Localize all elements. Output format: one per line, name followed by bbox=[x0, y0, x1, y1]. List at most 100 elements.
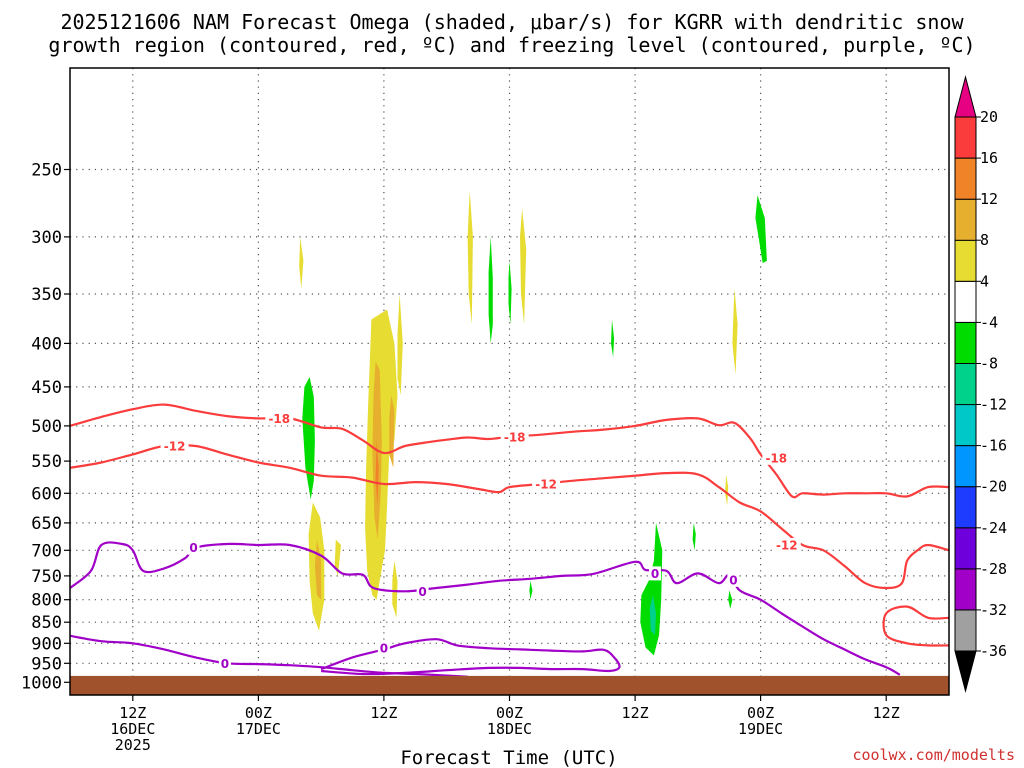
colorbar-label: -28 bbox=[980, 560, 1007, 578]
terrain-ground bbox=[70, 675, 949, 695]
y-tick-label: 850 bbox=[31, 613, 62, 633]
contour-label-bg bbox=[265, 411, 294, 426]
colorbar-box bbox=[954, 321, 977, 364]
x-tick-label: 17DEC bbox=[236, 720, 281, 738]
omega-area bbox=[692, 522, 696, 551]
x-tick-label: 18DEC bbox=[487, 720, 532, 738]
omega-area bbox=[334, 539, 341, 576]
y-tick-label: 250 bbox=[31, 161, 62, 181]
contour-label-bg bbox=[218, 656, 231, 671]
colorbar-box bbox=[954, 404, 977, 447]
omega-area bbox=[397, 294, 403, 396]
colorbar-box bbox=[954, 198, 977, 241]
omega-area bbox=[488, 236, 493, 344]
colorbar-over-triangle bbox=[954, 75, 977, 118]
contour-label: -12 bbox=[164, 440, 186, 454]
colorbar-box bbox=[954, 486, 977, 529]
contour-line bbox=[70, 443, 949, 590]
colorbar-label: -32 bbox=[980, 601, 1007, 619]
omega-area bbox=[520, 208, 527, 325]
x-tick-label: 00Z bbox=[245, 704, 272, 722]
omega-area bbox=[299, 236, 304, 289]
omega-area bbox=[302, 376, 315, 500]
contour-label-bg bbox=[772, 538, 801, 552]
chart-title-line-1: 2025121606 NAM Forecast Omega (shaded, μ… bbox=[60, 10, 964, 34]
y-tick-label: 750 bbox=[31, 567, 62, 587]
x-tick-label: 00Z bbox=[747, 704, 774, 722]
contour-label: 0 bbox=[729, 573, 737, 587]
omega-area bbox=[392, 560, 398, 618]
x-tick-label: 16DEC bbox=[110, 720, 155, 738]
colorbar-box bbox=[954, 445, 977, 488]
colorbar-label: -16 bbox=[980, 437, 1007, 455]
omega-area bbox=[755, 195, 767, 264]
contour-label-bg bbox=[532, 477, 561, 491]
colorbar-label: -8 bbox=[980, 355, 998, 373]
omega-area bbox=[375, 440, 379, 506]
contour-line bbox=[70, 403, 949, 499]
contour-label-bg bbox=[762, 450, 791, 465]
y-tick-label: 950 bbox=[31, 654, 62, 674]
y-tick-label: 1000 bbox=[21, 673, 62, 693]
colorbar-box bbox=[954, 157, 977, 200]
y-tick-label: 700 bbox=[31, 541, 62, 561]
colorbar-label: -24 bbox=[980, 519, 1007, 537]
x-tick-label: 00Z bbox=[496, 704, 523, 722]
colorbar-label: 8 bbox=[980, 231, 989, 249]
contour-line bbox=[70, 634, 468, 678]
contour-label-bg bbox=[500, 429, 529, 444]
colorbar-label: 16 bbox=[980, 149, 998, 167]
contour-label: 0 bbox=[189, 541, 197, 555]
colorbar-box bbox=[954, 363, 977, 406]
contour-label: -18 bbox=[504, 430, 526, 444]
contour-label: -18 bbox=[268, 412, 290, 426]
contour-label-bg bbox=[377, 641, 390, 656]
omega-area bbox=[508, 260, 512, 325]
colorbar-box bbox=[954, 527, 977, 570]
contour-label-bg bbox=[649, 566, 661, 581]
omega-area bbox=[611, 319, 615, 357]
x-tick-label: 19DEC bbox=[738, 720, 783, 738]
x-tick-label: 12Z bbox=[873, 704, 900, 722]
x-tick-label: 12Z bbox=[622, 704, 649, 722]
omega-area bbox=[649, 595, 656, 635]
colorbar-box bbox=[954, 116, 977, 159]
y-tick-label: 550 bbox=[31, 452, 62, 472]
y-tick-label: 300 bbox=[31, 228, 62, 248]
x-tick-label: 12Z bbox=[370, 704, 397, 722]
omega-area bbox=[732, 288, 738, 375]
y-tick-label: 500 bbox=[31, 417, 62, 437]
y-axis-ticks: 2503003504004505005506006507007508008509… bbox=[21, 161, 70, 693]
contour-line bbox=[70, 541, 901, 676]
omega-shading bbox=[299, 191, 767, 656]
contour-label-bg bbox=[416, 584, 429, 599]
omega-area bbox=[529, 580, 533, 600]
contour-label-bg bbox=[187, 540, 200, 555]
colorbar-label: -12 bbox=[980, 396, 1007, 414]
grid-lines bbox=[70, 68, 949, 695]
y-tick-label: 800 bbox=[31, 591, 62, 611]
colorbar-box bbox=[954, 609, 977, 652]
contour-label: -12 bbox=[535, 478, 557, 492]
contour-label: 0 bbox=[418, 585, 426, 599]
contour-label: 0 bbox=[651, 567, 659, 581]
y-tick-label: 450 bbox=[31, 378, 62, 398]
colorbar-box bbox=[954, 280, 977, 323]
colorbar-label: 4 bbox=[980, 272, 989, 290]
x-tick-label: 2025 bbox=[115, 736, 151, 754]
colorbar-box bbox=[954, 568, 977, 611]
y-tick-label: 650 bbox=[31, 514, 62, 534]
contour-label: -18 bbox=[765, 451, 787, 465]
contour-label: 0 bbox=[221, 657, 229, 671]
contour-line bbox=[320, 638, 621, 676]
colorbar-label: -36 bbox=[980, 642, 1007, 660]
x-tick-label: 12Z bbox=[119, 704, 146, 722]
contour-label-bg bbox=[727, 572, 740, 587]
omega-area bbox=[728, 590, 733, 609]
colorbar-label: 12 bbox=[980, 190, 998, 208]
y-tick-label: 350 bbox=[31, 285, 62, 305]
omega-area bbox=[640, 522, 663, 656]
contour-line bbox=[882, 605, 949, 647]
chart-title-line-2: growth region (contoured, red, ºC) and f… bbox=[48, 33, 975, 57]
